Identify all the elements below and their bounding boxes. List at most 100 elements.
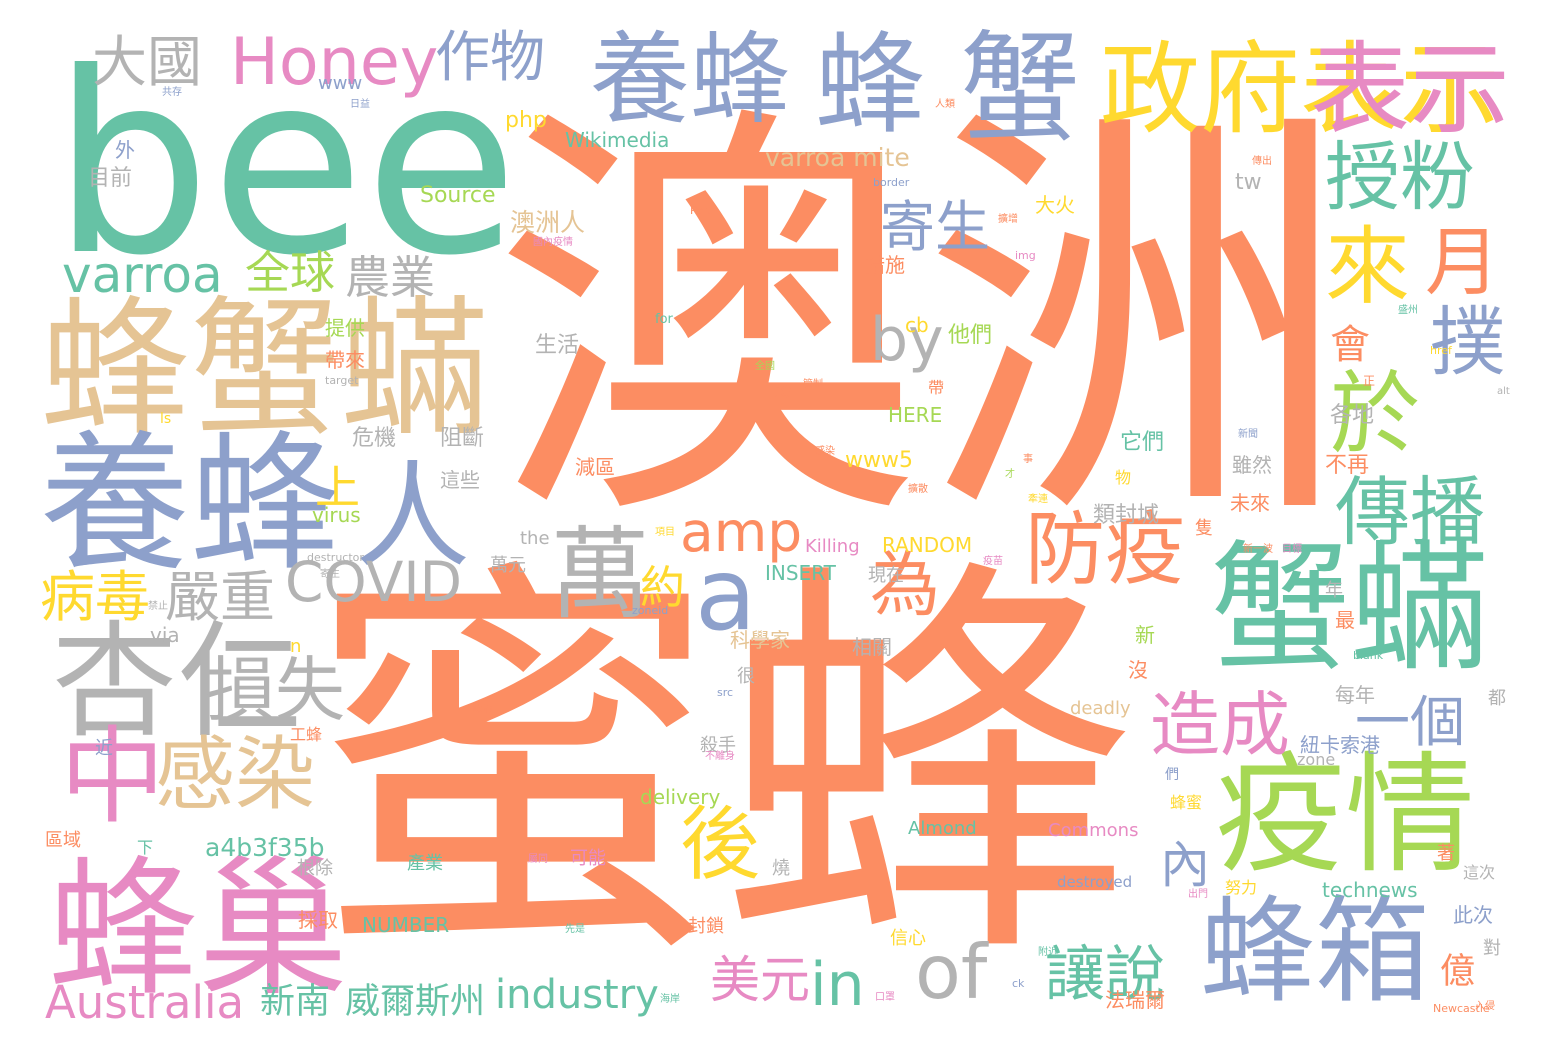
word-coast: 海岸 xyxy=(660,995,680,1005)
word-mask: 口罩 xyxy=(875,993,895,1003)
word-text: 紐卡索港 xyxy=(1300,733,1380,757)
word-prevention: 防疫 xyxy=(1025,510,1185,590)
word-reduce-area: 減區 xyxy=(575,457,615,477)
word-text: 蟹 xyxy=(960,20,1080,159)
word-text: 約 xyxy=(640,561,686,614)
word-text: HERE xyxy=(888,403,943,427)
word-outside: 外 xyxy=(115,140,135,160)
word-text: 禁止 xyxy=(148,601,168,612)
word-inner: 內 xyxy=(1160,840,1210,890)
word-news: 新聞 xyxy=(1238,430,1258,440)
word-text: 根除 xyxy=(297,858,333,879)
word-text: ck xyxy=(1012,977,1025,990)
word-text: 殺手 xyxy=(700,735,736,756)
word-newcastle-port: 紐卡索港 xyxy=(1300,735,1380,755)
word-text: 近 xyxy=(95,738,113,759)
word-text: in xyxy=(810,950,865,1020)
word-by: by xyxy=(870,310,944,370)
word-region: 區域 xyxy=(45,832,81,850)
word-random: RANDOM xyxy=(882,535,972,555)
word-at: 於 xyxy=(1330,370,1420,460)
word-industry: industry xyxy=(495,975,659,1015)
word-said: 表示 xyxy=(1310,40,1510,140)
word-nationwide: 全國 xyxy=(755,362,775,372)
word-diffuse: 擴散 xyxy=(908,485,928,495)
word-came-out: 傳出 xyxy=(1252,157,1272,167)
word-text: 讓說 xyxy=(1045,940,1165,1010)
word-bee-cn: 蜂 xyxy=(815,30,925,140)
word-text: 封鎖 xyxy=(688,916,724,937)
word-text: INSERT xyxy=(765,561,836,585)
word-text: 物 xyxy=(1115,468,1132,487)
word-text: 下 xyxy=(137,838,154,857)
word-text: 感染 xyxy=(815,446,835,457)
word-commons: Commons xyxy=(1048,822,1138,840)
word-text: the xyxy=(520,528,550,549)
word-text: 造成 xyxy=(1150,684,1290,766)
word-beekeeping-2: 養蜂 xyxy=(590,30,790,130)
word-text: 很 xyxy=(737,666,755,687)
word-text: NUMBER xyxy=(362,913,450,937)
word-beebox: 蜂箱 xyxy=(1200,895,1430,1010)
word-this-time: 此次 xyxy=(1453,905,1493,925)
word-text: alt xyxy=(1497,386,1510,397)
word-humans: 人類 xyxy=(935,100,955,110)
word-www5: www5 xyxy=(845,450,913,472)
word-crab: 蟹 xyxy=(960,30,1080,150)
word-text: 中 xyxy=(60,716,166,838)
word-text: 正 xyxy=(1363,374,1376,388)
word-parasite: 寄生 xyxy=(880,200,990,255)
word-text: 現在 xyxy=(868,565,904,586)
word-invade: 入侵 xyxy=(1475,1002,1495,1012)
word-worker-bee: 工蜂 xyxy=(290,727,322,743)
word-text: 這次 xyxy=(1463,863,1496,882)
word-all: 都 xyxy=(1488,690,1506,708)
word-text: destructor xyxy=(307,551,364,564)
word-ls: ls xyxy=(160,412,171,426)
word-text: Commons xyxy=(1048,820,1139,841)
word-text: 蜂 xyxy=(815,21,925,149)
word-most: 最 xyxy=(1335,610,1355,630)
word-text: 月 xyxy=(1425,218,1501,306)
word-text: COVID xyxy=(285,550,462,614)
word-goal: 目標 xyxy=(1282,545,1302,555)
word-text: 區域 xyxy=(45,830,81,851)
word-life: 生活 xyxy=(535,335,579,357)
word-text: 信心 xyxy=(890,928,926,949)
word-month: 月 xyxy=(1425,225,1500,300)
word-text: 入侵 xyxy=(1475,1001,1495,1012)
word-text: 授粉 xyxy=(1325,133,1476,221)
word-text: varroa mite xyxy=(765,143,910,172)
word-sheng-state: 盛州 xyxy=(1398,306,1418,316)
word-burn: 燒 xyxy=(772,860,790,878)
word-text: 措施 xyxy=(865,253,905,277)
word-text: 可能 xyxy=(570,848,606,869)
word-text: 提供 xyxy=(325,316,365,340)
word-right: 正 xyxy=(1363,375,1375,387)
word-zoneid: zoneid xyxy=(632,605,668,616)
word-almond-en: Almond xyxy=(908,820,977,838)
word-text: tw xyxy=(1235,170,1262,195)
word-to: to xyxy=(772,380,792,400)
word-farrell: 法瑞爾 xyxy=(1105,990,1165,1010)
word-text: 此次 xyxy=(1453,903,1493,927)
word-agriculture: 農業 xyxy=(345,255,435,300)
word-tw: tw xyxy=(1235,172,1262,194)
word-this-round: 這次 xyxy=(1463,865,1495,881)
word-text: 屬同 xyxy=(528,854,548,865)
word-down: 下 xyxy=(137,840,153,856)
word-href: href xyxy=(1430,345,1452,356)
word-ck: ck xyxy=(1012,978,1024,989)
word-very: 很 xyxy=(737,668,755,686)
word-spread: 傳播 xyxy=(1335,475,1485,550)
word-new: 新 xyxy=(1135,625,1155,645)
word-virus: 病毒 xyxy=(40,570,150,625)
word-honey-en: Honey xyxy=(230,30,438,95)
word-text: 帶來 xyxy=(325,348,365,372)
word-australians: 澳洲人 xyxy=(510,210,585,235)
word-text: 年 xyxy=(1325,580,1343,601)
word-text: 口罩 xyxy=(875,992,895,1003)
word-text: for xyxy=(655,312,673,327)
word-australia-big: 澳洲 xyxy=(492,108,1352,538)
word-in: in xyxy=(810,955,865,1015)
